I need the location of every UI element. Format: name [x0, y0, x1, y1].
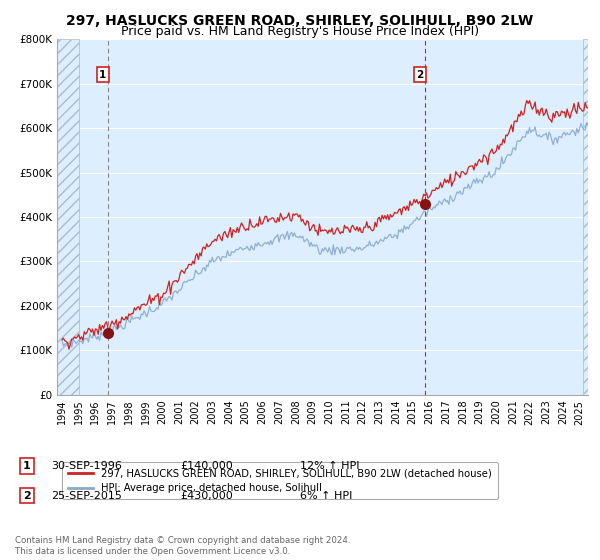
- Text: Price paid vs. HM Land Registry's House Price Index (HPI): Price paid vs. HM Land Registry's House …: [121, 25, 479, 38]
- Text: 1: 1: [99, 70, 107, 80]
- Text: 6% ↑ HPI: 6% ↑ HPI: [300, 491, 352, 501]
- Legend: 297, HASLUCKS GREEN ROAD, SHIRLEY, SOLIHULL, B90 2LW (detached house), HPI: Aver: 297, HASLUCKS GREEN ROAD, SHIRLEY, SOLIH…: [62, 462, 498, 499]
- Text: 2: 2: [23, 491, 31, 501]
- Text: £140,000: £140,000: [180, 461, 233, 471]
- Text: 12% ↑ HPI: 12% ↑ HPI: [300, 461, 359, 471]
- Text: 30-SEP-1996: 30-SEP-1996: [51, 461, 122, 471]
- Text: 25-SEP-2015: 25-SEP-2015: [51, 491, 122, 501]
- Text: £430,000: £430,000: [180, 491, 233, 501]
- Text: Contains HM Land Registry data © Crown copyright and database right 2024.
This d: Contains HM Land Registry data © Crown c…: [15, 536, 350, 556]
- Text: 297, HASLUCKS GREEN ROAD, SHIRLEY, SOLIHULL, B90 2LW: 297, HASLUCKS GREEN ROAD, SHIRLEY, SOLIH…: [67, 14, 533, 28]
- Text: 2: 2: [416, 70, 424, 80]
- Text: 1: 1: [23, 461, 31, 471]
